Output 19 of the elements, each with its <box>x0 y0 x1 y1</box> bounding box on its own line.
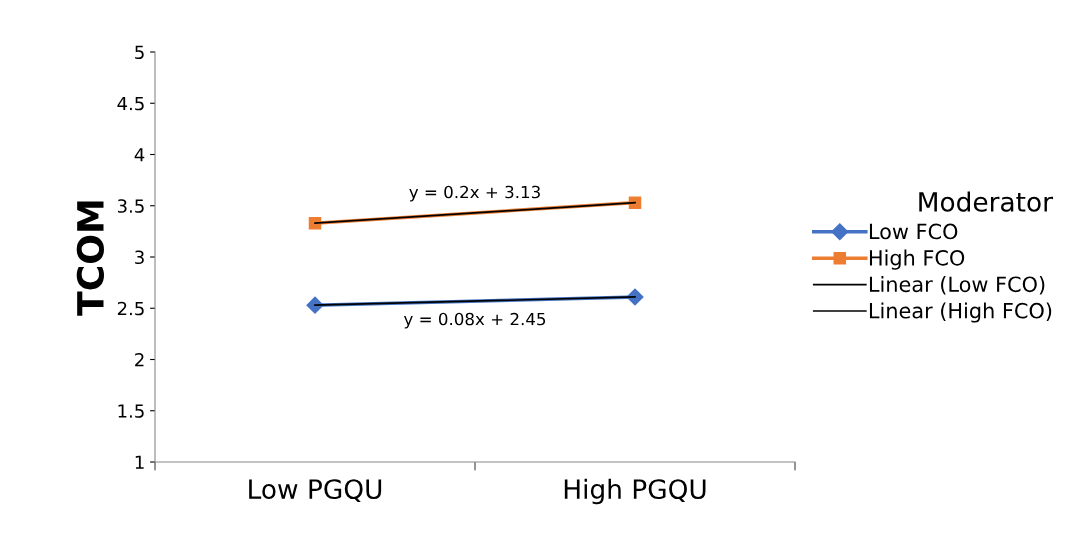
y-tick-label: 3.5 <box>117 199 144 213</box>
y-tick-label: 4 <box>134 148 145 162</box>
legend-label: Low FCO <box>869 223 958 240</box>
legend-label: Linear (Low FCO) <box>869 276 1045 295</box>
x-tick-label: High PGQU <box>564 478 706 505</box>
y-axis-title: TCOM <box>76 201 105 316</box>
legend-label: High FCO <box>869 249 965 270</box>
y-tick-label: 4.5 <box>117 96 144 111</box>
legend-label: Linear (High FCO) <box>869 302 1052 323</box>
y-tick-label: 2 <box>135 352 144 367</box>
annotation: y = 0.08x + 2.45 <box>403 312 546 329</box>
y-tick-label: 1 <box>135 455 144 469</box>
y-tick-label: 1.5 <box>118 404 144 418</box>
y-tick-label: 5 <box>135 45 144 60</box>
legend-title: Moderator <box>919 191 1053 212</box>
x-tick-label: Low PGQU <box>249 479 382 503</box>
y-tick-label: 3 <box>135 250 144 265</box>
y-tick-label: 2.5 <box>117 301 144 316</box>
annotation: y = 0.2x + 3.13 <box>409 185 540 202</box>
